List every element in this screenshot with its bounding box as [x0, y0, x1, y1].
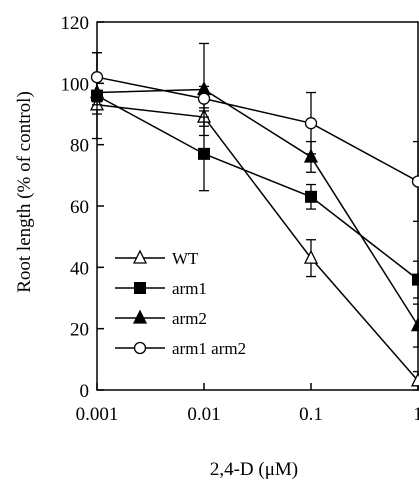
x-tick-label: 0.01	[187, 404, 220, 425]
y-tick-label: 0	[80, 381, 90, 402]
data-point	[303, 148, 319, 163]
legend-item: arm1	[115, 279, 207, 298]
x-axis-label: 2,4-D (μM)	[210, 459, 298, 480]
legend-label: arm1 arm2	[172, 339, 246, 358]
series-layer	[89, 42, 419, 391]
legend-label: WT	[172, 249, 199, 268]
y-tick-label: 80	[70, 136, 89, 157]
series-line	[96, 94, 419, 281]
legend-marker	[133, 341, 147, 355]
series-line	[96, 76, 419, 183]
y-tick-label: 60	[70, 197, 89, 218]
series-line	[96, 104, 419, 382]
y-tick-label: 120	[61, 13, 90, 34]
legend-item: WT	[115, 249, 199, 268]
data-point	[410, 317, 419, 332]
plot-area	[96, 21, 419, 391]
legend-label: arm1	[172, 279, 207, 298]
data-point	[305, 190, 317, 203]
plot-frame	[96, 21, 419, 391]
y-tick-label: 40	[70, 258, 89, 279]
legend-item: arm2	[115, 309, 207, 328]
series-3	[89, 42, 419, 348]
series-4	[90, 52, 419, 222]
x-tick-label: 0.1	[299, 404, 323, 425]
x-tick-label: 1	[413, 404, 419, 425]
legend: WT arm1 arm2 arm1 arm2	[115, 249, 246, 358]
data-point	[303, 249, 319, 264]
data-point	[411, 175, 419, 188]
data-point	[304, 117, 318, 130]
legend-marker	[132, 309, 148, 324]
data-point	[410, 372, 419, 387]
data-point	[90, 71, 104, 84]
data-point	[197, 92, 211, 105]
y-tick-label: 100	[61, 74, 90, 95]
series-line	[96, 88, 419, 327]
data-point	[198, 147, 210, 160]
legend-label: arm2	[172, 309, 207, 328]
legend-item: arm1 arm2	[115, 339, 246, 358]
y-axis: 0 20 40 60 80 100 120	[61, 13, 104, 402]
y-axis-label: Root length (% of control)	[14, 91, 35, 293]
legend-marker	[134, 282, 146, 294]
data-point	[412, 273, 419, 286]
x-axis: 0.001 0.01 0.1 1	[76, 383, 419, 425]
x-tick-label: 0.001	[76, 404, 119, 425]
y-tick-label: 20	[70, 320, 89, 341]
legend-marker	[132, 249, 148, 264]
